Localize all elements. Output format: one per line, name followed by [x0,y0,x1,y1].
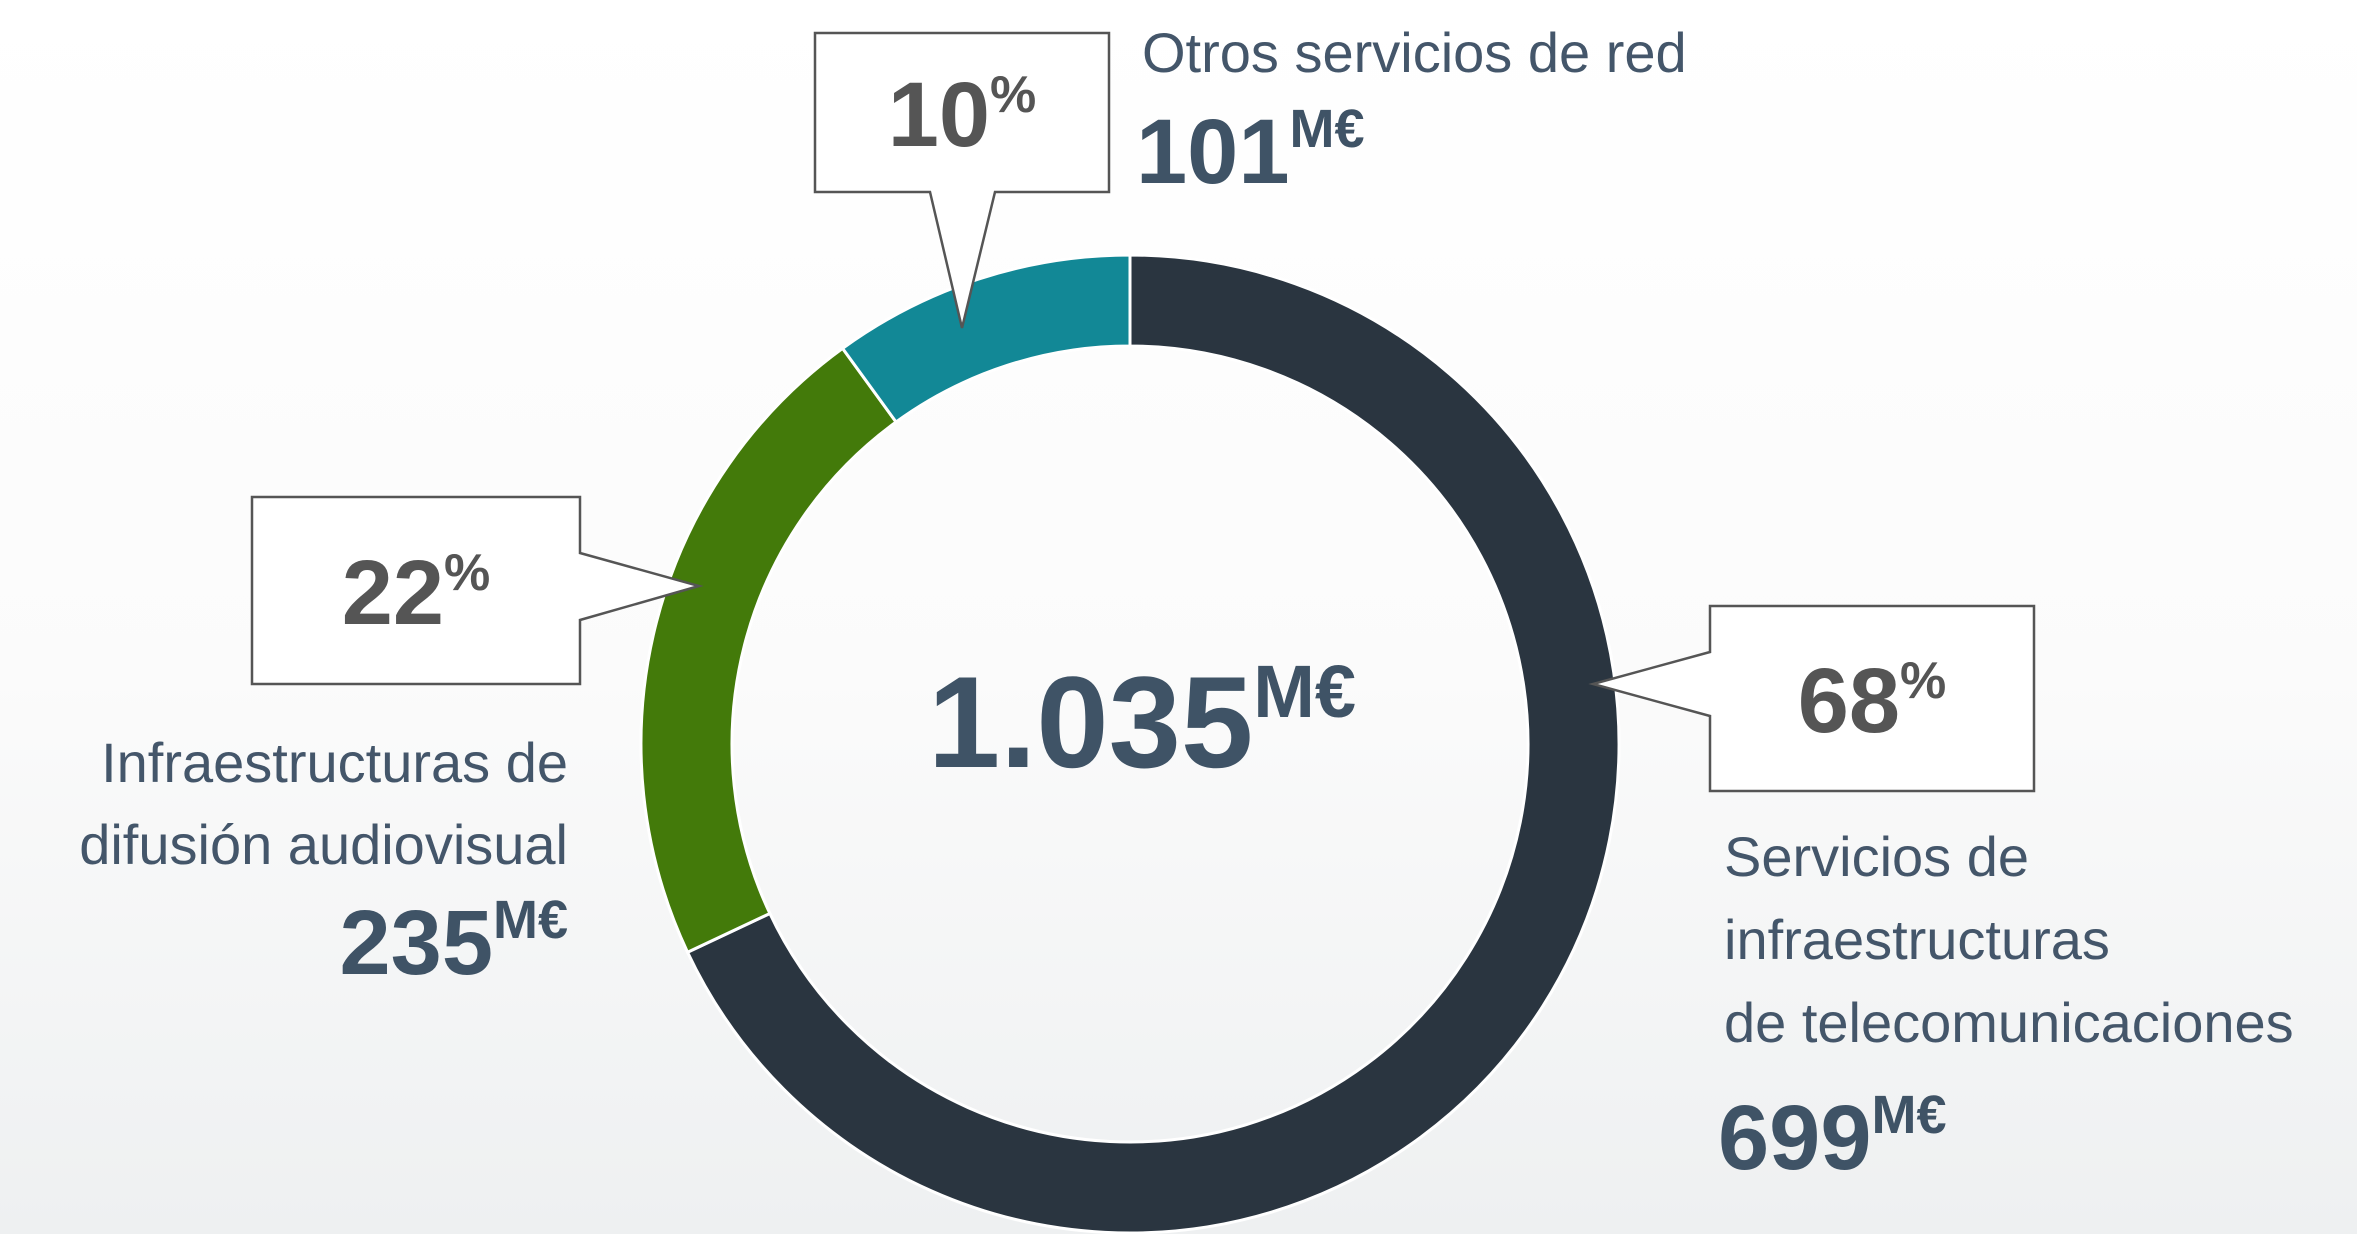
donut-segment [639,346,899,955]
donut [639,253,1621,1234]
callout-box [250,495,704,686]
percent-value: 22 [342,542,444,644]
total-value: 1.035 [928,649,1253,795]
donut-segment [840,253,1132,425]
amount-unit: M€ [493,890,568,950]
amount-label: 699M€ [1718,1085,1947,1189]
category-label: Otros servicios de red [1142,21,1687,84]
category-label: de telecomunicaciones [1724,991,2294,1054]
amount-value: 699 [1718,1087,1872,1189]
category-label: difusión audiovisual [79,813,568,876]
amount-unit: M€ [1290,99,1365,159]
percent-unit: % [1900,652,1946,710]
category-label: infraestructuras [1724,908,2110,971]
total-unit: M€ [1253,650,1356,733]
donut-segment [685,253,1621,1234]
percent-label: 10% [888,64,1037,166]
callout-box [813,31,1111,329]
callout-box [1588,604,2036,793]
total-label: 1.035M€ [928,649,1356,795]
percent-unit: % [990,66,1036,124]
amount-label: 235M€ [339,890,568,994]
percent-value: 10 [888,64,990,166]
category-label: Servicios de [1724,825,2029,888]
amount-value: 101 [1136,101,1290,203]
amount-label: 101M€ [1136,99,1365,203]
category-label: Infraestructuras de [101,731,568,794]
amount-value: 235 [339,892,493,994]
percent-value: 68 [1798,650,1900,752]
percent-label: 68% [1798,650,1947,752]
percent-unit: % [444,544,490,602]
percent-label: 22% [342,542,491,644]
amount-unit: M€ [1872,1085,1947,1145]
